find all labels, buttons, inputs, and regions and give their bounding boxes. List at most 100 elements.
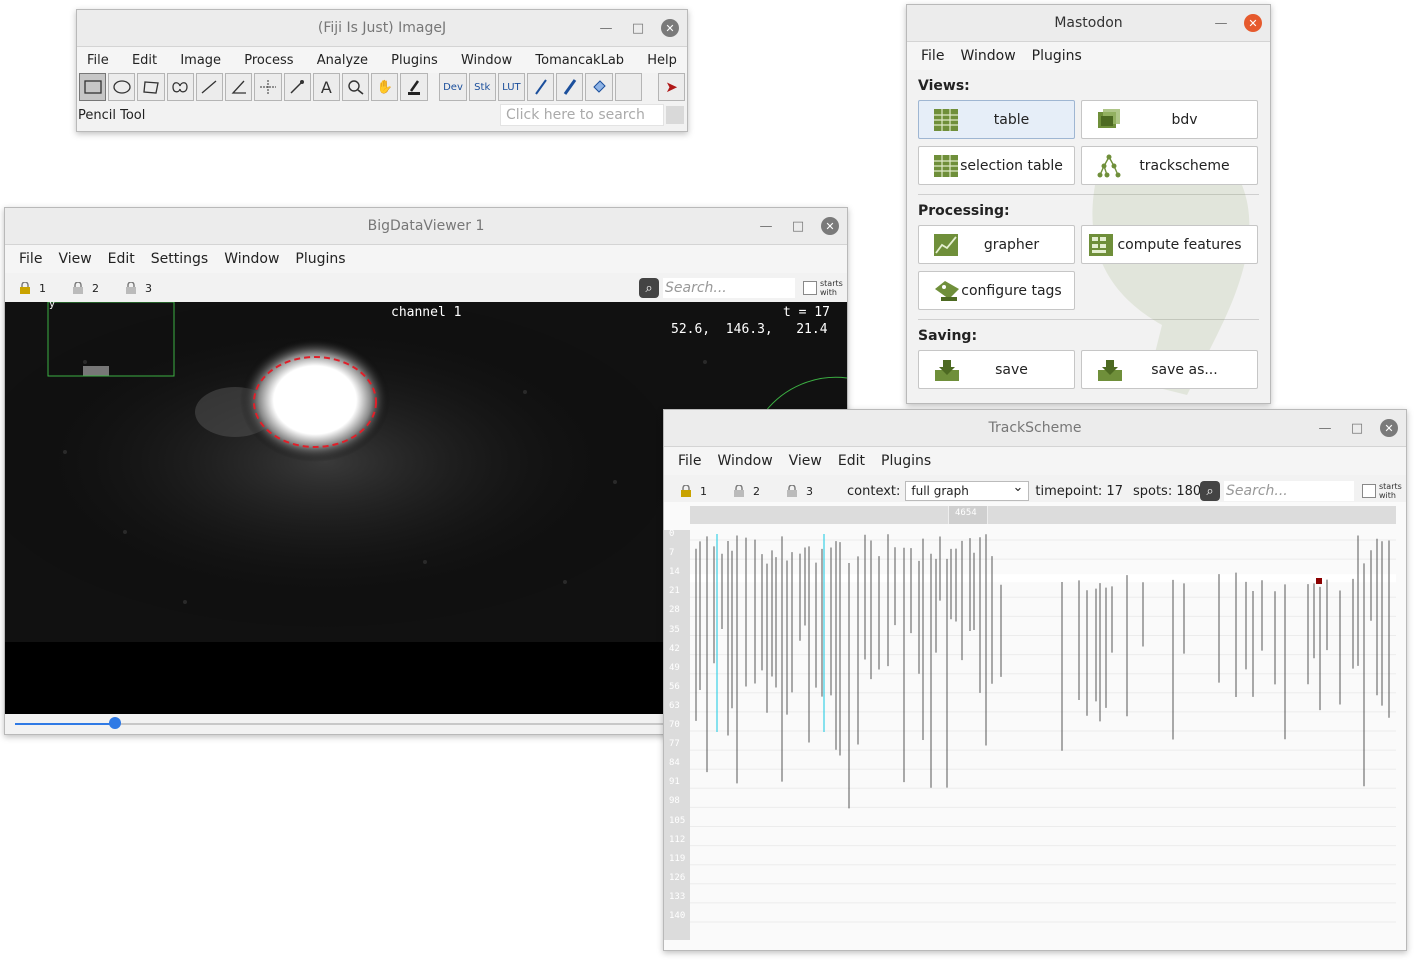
- menu-image[interactable]: Image: [180, 52, 222, 68]
- polygon-tool[interactable]: [137, 73, 165, 101]
- save-as-button[interactable]: save as...: [1081, 350, 1258, 389]
- hand-tool[interactable]: ✋: [371, 73, 399, 101]
- slider-knob[interactable]: [108, 717, 121, 729]
- starts-with-checkbox[interactable]: [1362, 484, 1376, 498]
- starts-with-toggle[interactable]: starts with: [1362, 482, 1403, 500]
- close-icon[interactable]: ✕: [821, 217, 839, 235]
- pencil-tool[interactable]: [527, 73, 555, 101]
- dev-tool[interactable]: Dev: [439, 73, 467, 101]
- line-icon: [202, 80, 217, 94]
- close-icon[interactable]: ✕: [1244, 14, 1262, 32]
- mastodon-titlebar[interactable]: Mastodon — ✕: [907, 5, 1270, 42]
- maximize-icon[interactable]: □: [631, 20, 645, 36]
- stk-tool[interactable]: Stk: [468, 73, 496, 101]
- close-icon[interactable]: ✕: [661, 19, 679, 37]
- line-tool[interactable]: [195, 73, 224, 101]
- freehand-tool[interactable]: [166, 73, 194, 101]
- search-options-button[interactable]: [666, 106, 684, 124]
- save-button[interactable]: save: [918, 350, 1075, 389]
- tag-icon: [933, 278, 959, 304]
- imagej-search-input[interactable]: Click here to search: [500, 104, 664, 126]
- rectangle-tool[interactable]: [79, 73, 107, 101]
- magnifier-tool[interactable]: [341, 73, 370, 101]
- starts-with-toggle[interactable]: starts with: [803, 279, 844, 297]
- menu-view[interactable]: View: [788, 453, 822, 469]
- menu-edit[interactable]: Edit: [837, 453, 865, 469]
- grapher-button[interactable]: grapher: [918, 225, 1075, 264]
- configure-tags-button[interactable]: configure tags: [918, 271, 1075, 310]
- row-label: 7: [669, 548, 675, 559]
- menu-settings[interactable]: Settings: [150, 251, 209, 267]
- angle-tool[interactable]: [225, 73, 253, 101]
- maximize-icon[interactable]: □: [791, 218, 805, 234]
- time-slider[interactable]: [15, 717, 845, 729]
- row-label: 140: [669, 911, 686, 921]
- trackscheme-titlebar[interactable]: TrackScheme — □ ✕: [664, 410, 1406, 447]
- menu-edit[interactable]: Edit: [107, 251, 135, 267]
- close-icon[interactable]: ✕: [1380, 419, 1398, 437]
- row-label: 98: [669, 796, 680, 807]
- menu-window[interactable]: Window: [717, 453, 773, 469]
- imagej-titlebar[interactable]: (Fiji Is Just) ImageJ — □ ✕: [77, 10, 687, 47]
- window-title: (Fiji Is Just) ImageJ: [317, 20, 447, 36]
- menu-plugins[interactable]: Plugins: [295, 251, 346, 267]
- menu-file[interactable]: File: [678, 453, 702, 469]
- menu-view[interactable]: View: [58, 251, 92, 267]
- bdv-button[interactable]: bdv: [1081, 100, 1258, 139]
- trackscheme-graph[interactable]: 4654 0 7 14 21 28 35 42 49 56 63 70 77 84 91 98 105 112 1…: [664, 502, 1406, 950]
- menu-help[interactable]: Help: [647, 52, 677, 68]
- selection-table-button[interactable]: selection table: [918, 146, 1075, 185]
- column-header-highlight: [948, 506, 988, 524]
- lock-2[interactable]: 2: [733, 485, 760, 498]
- table-label: table: [993, 111, 1030, 128]
- brush-tool[interactable]: [556, 73, 584, 101]
- menu-edit[interactable]: Edit: [131, 52, 158, 68]
- starts-with-checkbox[interactable]: [803, 281, 817, 295]
- menu-process[interactable]: Process: [244, 52, 294, 68]
- lock-1[interactable]: 1: [19, 282, 46, 295]
- trackscheme-button[interactable]: trackscheme: [1081, 146, 1258, 185]
- grapher-label: grapher: [983, 236, 1040, 253]
- search-icon[interactable]: ⌕: [639, 278, 659, 298]
- menu-file[interactable]: File: [87, 52, 109, 68]
- menu-plugins[interactable]: Plugins: [1031, 48, 1082, 64]
- lock-2[interactable]: 2: [72, 282, 99, 295]
- context-select[interactable]: full graph: [905, 479, 1030, 501]
- menu-file[interactable]: File: [921, 48, 945, 64]
- point-tool[interactable]: [254, 73, 282, 101]
- search-icon[interactable]: ⌕: [1200, 481, 1220, 501]
- compute-features-button[interactable]: compute features: [1081, 225, 1258, 264]
- menu-analyze[interactable]: Analyze: [316, 52, 368, 68]
- lut-tool[interactable]: LUT: [497, 73, 526, 101]
- minimize-icon[interactable]: —: [1214, 15, 1228, 31]
- menu-window[interactable]: Window: [224, 251, 280, 267]
- lock-1[interactable]: 1: [680, 485, 707, 498]
- menu-window[interactable]: Window: [960, 48, 1016, 64]
- minimize-icon[interactable]: —: [1318, 420, 1332, 436]
- maximize-icon[interactable]: □: [1350, 420, 1364, 436]
- menu-plugins[interactable]: Plugins: [391, 52, 438, 68]
- lock-3[interactable]: 3: [786, 485, 813, 498]
- menu-tomancaklab[interactable]: TomancakLab: [535, 52, 625, 68]
- menu-window[interactable]: Window: [460, 52, 513, 68]
- timepoint-label: timepoint: 17: [1035, 483, 1123, 499]
- flood-fill-tool[interactable]: [585, 73, 613, 101]
- bdv-titlebar[interactable]: BigDataViewer 1 — □ ✕: [5, 208, 847, 245]
- minimize-icon[interactable]: —: [599, 20, 613, 36]
- menu-plugins[interactable]: Plugins: [881, 453, 932, 469]
- table-button[interactable]: table: [918, 100, 1075, 139]
- trackscheme-toolbar: 1 2 3 context: full graph timepoint: 17 …: [664, 475, 1406, 507]
- trackscheme-search-input[interactable]: Search...: [1224, 481, 1354, 501]
- bdv-search-input[interactable]: Search...: [663, 278, 795, 298]
- menu-file[interactable]: File: [19, 251, 43, 267]
- text-tool[interactable]: A: [312, 73, 340, 101]
- mastodon-window: Mastodon — ✕ File Window Plugins Views: …: [906, 4, 1271, 404]
- wand-tool[interactable]: [283, 73, 311, 101]
- lock-3[interactable]: 3: [125, 282, 152, 295]
- axis-label: y: [49, 302, 56, 310]
- row-label: 112: [669, 834, 686, 845]
- more-tools-button[interactable]: ➤: [657, 73, 686, 101]
- dropper-tool[interactable]: [400, 73, 428, 101]
- oval-tool[interactable]: [108, 73, 136, 101]
- minimize-icon[interactable]: —: [759, 218, 773, 234]
